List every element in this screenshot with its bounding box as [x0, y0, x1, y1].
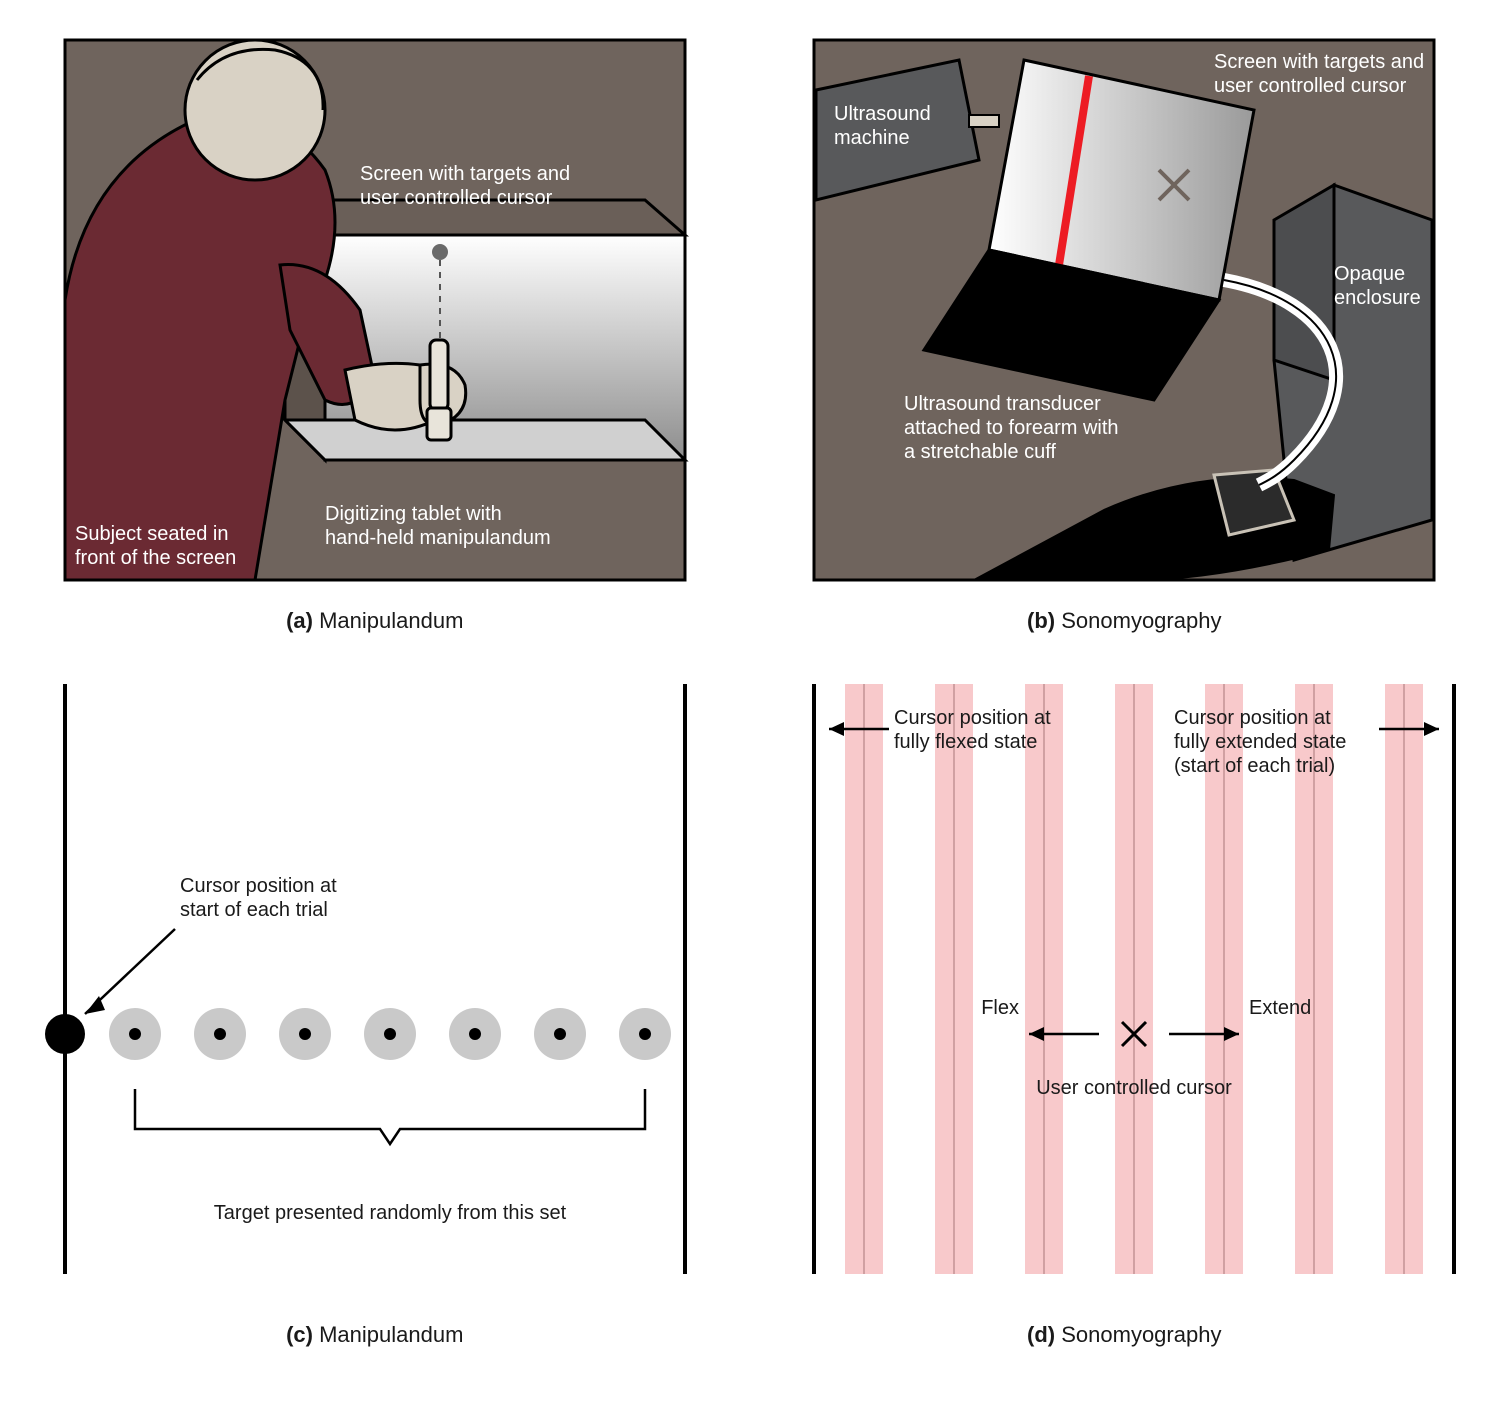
targets-group: [109, 1008, 671, 1060]
panel-a-svg: Screen with targets anduser controlled c…: [25, 20, 725, 600]
target-5: [449, 1008, 501, 1060]
target-bars: [845, 684, 1423, 1274]
target-3: [279, 1008, 331, 1060]
bar-3: [1025, 684, 1063, 1274]
target-6: [534, 1008, 586, 1060]
target-brace: [135, 1089, 645, 1144]
panel-c-wrap: Cursor position atstart of each trial Ta…: [20, 674, 730, 1378]
panel-b-wrap: Ultrasoundmachine Screen with targets an…: [770, 20, 1480, 664]
caption-a: (a) Manipulandum: [286, 608, 463, 634]
anno-target-set: Target presented randomly from this set: [214, 1202, 567, 1224]
bar-4: [1115, 684, 1153, 1274]
anno-user-cursor: User controlled cursor: [1036, 1077, 1232, 1099]
panel-c-svg: Cursor position atstart of each trial Ta…: [25, 674, 725, 1314]
caption-d: (d) Sonomyography: [1027, 1322, 1221, 1348]
panel-d-svg: Cursor position atfully flexed state Cur…: [774, 674, 1474, 1314]
svg-text:Extend: Extend: [1249, 997, 1311, 1019]
target-2: [194, 1008, 246, 1060]
cursor-start-arrow: [85, 929, 175, 1014]
caption-c: (c) Manipulandum: [286, 1322, 463, 1348]
panel-b-svg: Ultrasoundmachine Screen with targets an…: [774, 20, 1474, 600]
target-7: [619, 1008, 671, 1060]
bar-7: [1385, 684, 1423, 1274]
svg-text:Flex: Flex: [981, 997, 1019, 1019]
bar-1: [845, 684, 883, 1274]
target-1: [109, 1008, 161, 1060]
svg-text:Cursor position atfully extend: Cursor position atfully extended state(s…: [1174, 707, 1346, 777]
start-cursor-dot: [45, 1014, 85, 1054]
target-4: [364, 1008, 416, 1060]
anno-cursor-start: Cursor position atstart of each trial: [180, 875, 337, 921]
panel-d-wrap: Cursor position atfully flexed state Cur…: [770, 674, 1480, 1378]
figure-grid: Screen with targets anduser controlled c…: [20, 20, 1479, 1398]
panel-a-wrap: Screen with targets anduser controlled c…: [20, 20, 730, 664]
bar-2: [935, 684, 973, 1274]
caption-b: (b) Sonomyography: [1027, 608, 1221, 634]
